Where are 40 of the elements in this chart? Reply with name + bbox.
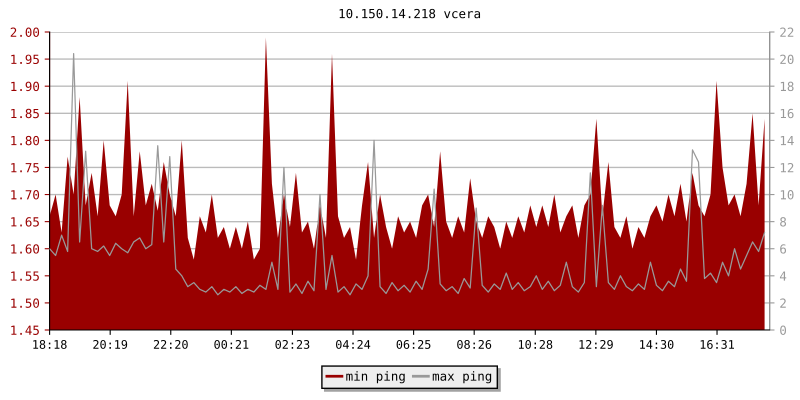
y-tick-label: 1.90 <box>11 82 40 92</box>
y2-tick-label: 22 <box>780 28 794 37</box>
legend-label: min ping <box>346 371 405 384</box>
x-tick-label: 06:25 <box>396 340 430 349</box>
y-tick-label: 1.75 <box>11 163 39 172</box>
y-tick-label: 1.80 <box>11 136 40 146</box>
y2-tick-label: 0 <box>780 326 786 335</box>
y2-tick-label: 8 <box>780 217 786 227</box>
x-tick-label: 02:23 <box>275 340 310 349</box>
y-tick-label: 1.45 <box>11 326 39 335</box>
x-tick-label: 00:21 <box>214 340 248 349</box>
y-tick-label: 2.00 <box>10 28 40 37</box>
y-tick-label: 1.65 <box>11 217 39 227</box>
y2-tick-label: 18 <box>780 82 794 92</box>
x-tick-label: 18:18 <box>33 340 67 349</box>
y2-tick-label: 10 <box>780 190 794 200</box>
x-tick-label: 16:31 <box>700 340 734 349</box>
x-tick-label: 22:20 <box>154 340 188 349</box>
y-tick-label: 1.85 <box>11 108 39 118</box>
x-tick-label: 08:26 <box>457 340 492 349</box>
y2-tick-label: 2 <box>780 298 786 308</box>
legend-label: max ping <box>432 371 492 384</box>
y-tick-label: 1.55 <box>11 271 39 281</box>
y-tick-label: 1.95 <box>11 54 39 64</box>
y-tick-label: 1.60 <box>11 244 40 254</box>
y-tick-label: 1.50 <box>11 298 40 308</box>
line-series <box>50 53 766 296</box>
x-tick-label: 20:19 <box>93 340 128 349</box>
y2-tick-label: 6 <box>780 244 786 254</box>
x-tick-label: 14:30 <box>640 340 674 349</box>
y2-tick-label: 20 <box>780 54 794 64</box>
x-tick-label: 04:24 <box>336 340 370 349</box>
chart-title: 10.150.14.218 vcera <box>340 8 480 18</box>
x-tick-label: 12:29 <box>580 340 613 349</box>
y-tick-label: 1.70 <box>11 190 40 200</box>
y2-tick-label: 16 <box>780 108 794 118</box>
x-tick-label: 10:28 <box>518 340 552 349</box>
y2-tick-label: 14 <box>780 136 794 146</box>
y2-tick-label: 12 <box>780 162 794 172</box>
y2-tick-label: 4 <box>780 271 786 281</box>
